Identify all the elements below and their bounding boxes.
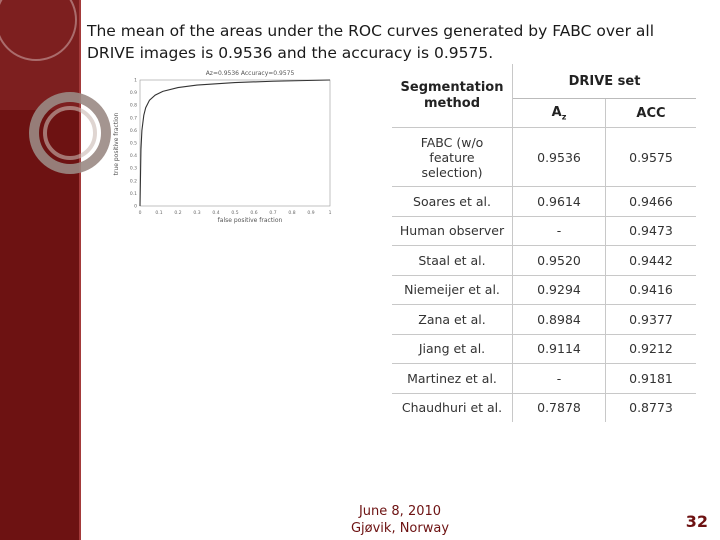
roc-x-tick: 0.8 [288,210,295,216]
cell-acc: 0.8773 [629,400,673,416]
cell-method: FABC (w/o feature selection) [392,127,513,187]
header-segmentation-method: Segmentation method [392,64,513,128]
roc-x-tick: 0.2 [174,210,181,216]
cell-method: Soares et al. [392,186,513,216]
cell-az: 0.8984 [512,304,606,334]
table-row: Human observer - 0.9473 [392,216,696,246]
header-drive-set: DRIVE set [512,64,696,99]
page-number: 32 [685,512,708,531]
cell-acc: 0.9181 [629,370,673,386]
roc-y-tick: 0.4 [130,153,137,159]
footer-date: June 8, 2010 [358,504,442,519]
roc-x-tick: 0.7 [269,210,276,216]
table-row: Soares et al. 0.9614 0.9466 [392,186,696,216]
footer-place: Gjøvik, Norway [350,521,450,536]
roc-curve [139,79,331,207]
cell-method: Human observer [392,216,513,246]
roc-x-tick: 0.9 [307,210,314,216]
header-az: Az [512,98,606,128]
roc-ylabel: true positive fraction [113,112,120,175]
cell-method: Zana et al. [392,304,513,334]
cell-az: 0.9294 [512,275,606,305]
roc-x-tick: 0.6 [250,210,257,216]
roc-x-tick: 0.5 [231,210,238,216]
header-az-subscript: z [561,112,567,122]
roc-y-tick: 0.1 [130,191,137,197]
cell-acc: 0.9473 [629,223,673,239]
roc-y-tick: 0.9 [130,90,137,96]
cell-acc: 0.9575 [629,149,673,165]
table-row: Niemeijer et al. 0.9294 0.9416 [392,275,696,305]
roc-y-tick: 0.2 [130,178,137,184]
cell-method: Niemeijer et al. [392,275,513,305]
decorative-circles [0,0,111,174]
cell-acc: 0.9377 [629,311,673,327]
cell-az: - [512,363,606,393]
roc-x-tick: 0.4 [212,210,219,216]
table-row: Jiang et al. 0.9114 0.9212 [392,334,696,364]
slide-headline: The mean of the areas under the ROC curv… [87,22,655,62]
roc-x-tick: 0 [139,210,142,216]
table-row: Chaudhuri et al. 0.7878 0.8773 [392,393,696,422]
header-acc: ACC [636,105,666,121]
cell-acc: 0.9442 [629,252,673,268]
roc-x-tick: 1 [329,210,332,216]
roc-x-tick: 0.1 [155,210,162,216]
cell-az: 0.9536 [512,127,606,187]
cell-method: Staal et al. [392,245,513,275]
cell-az: 0.9520 [512,245,606,275]
roc-y-tick: 0.3 [130,166,137,172]
header-az-label: A [551,104,562,120]
cell-method: Martinez et al. [392,363,513,393]
footer: June 8, 2010 Gjøvik, Norway [330,503,470,537]
cell-az: - [512,216,606,246]
cell-method: Jiang et al. [392,334,513,364]
cell-acc: 0.9466 [629,193,673,209]
table-row: FABC (w/o feature selection) 0.9536 0.9575 [392,127,696,187]
roc-title: Az=0.9536 Accuracy=0.9575 [206,70,295,77]
results-table: Segmentation method DRIVE set Az ACC FAB… [392,64,696,422]
table-row: Martinez et al. - 0.9181 [392,363,696,393]
roc-y-tick: 0.6 [130,128,137,134]
roc-xlabel: false positive fraction [218,217,283,224]
roc-y-tick: 0 [134,204,137,210]
table-row: Zana et al. 0.8984 0.9377 [392,304,696,334]
cell-method: Chaudhuri et al. [392,393,513,422]
roc-plot: Az=0.9536 Accuracy=0.9575 0 0.1 0.2 0.3 0.4 0… [113,70,332,224]
sidebar-divider [79,0,81,540]
cell-az: 0.9614 [512,186,606,216]
table-row: Staal et al. 0.9520 0.9442 [392,245,696,275]
roc-y-tick: 0.7 [130,115,137,121]
cell-az: 0.9114 [512,334,606,364]
roc-y-tick: 0.8 [130,103,137,109]
roc-frame-box [139,79,331,207]
roc-axes: 0 0.1 0.2 0.3 0.4 0.5 0.6 0.7 0.8 0.9 1 0 0.1 0.2 0.3 0… [130,78,332,217]
cell-acc: 0.9212 [629,341,673,357]
cell-acc: 0.9416 [629,282,673,298]
roc-y-tick: 1 [134,78,137,84]
table-body: FABC (w/o feature selection) 0.9536 0.9575… [392,127,696,422]
cell-az: 0.7878 [512,393,606,422]
roc-y-tick: 0.5 [130,141,137,147]
roc-x-tick: 0.3 [193,210,200,216]
